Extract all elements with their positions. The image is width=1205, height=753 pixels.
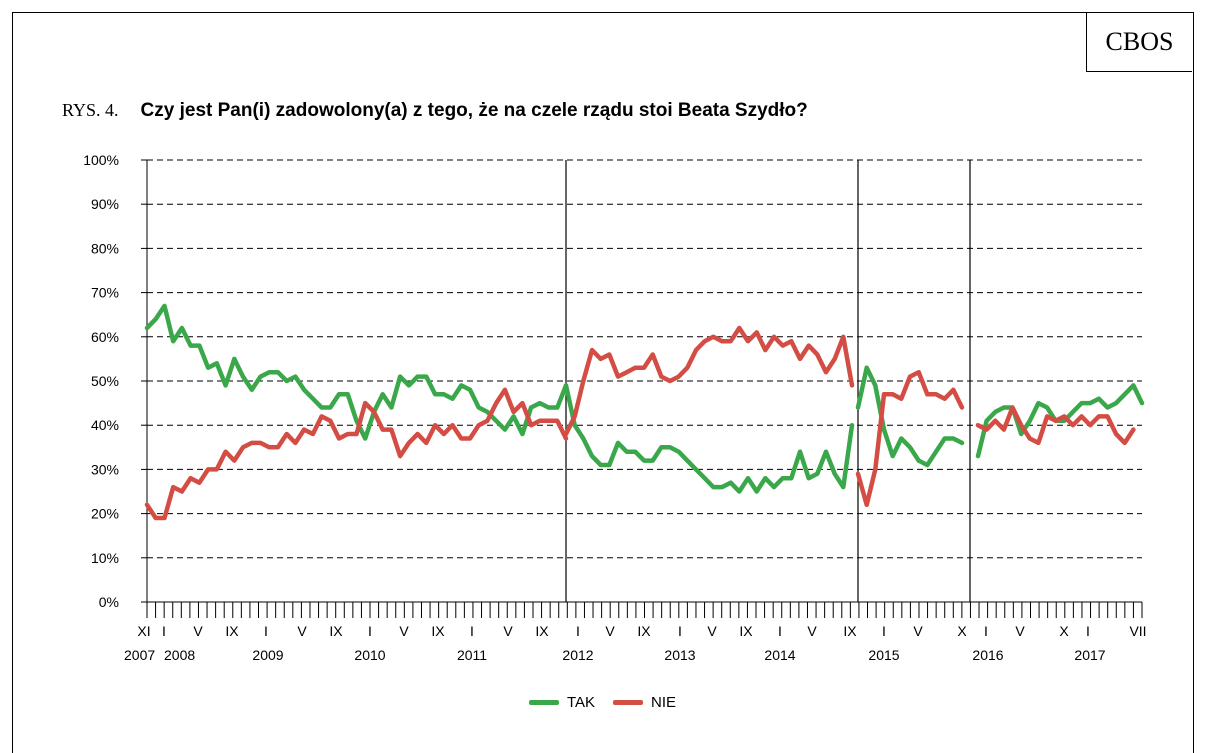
- year-label: 2010: [354, 647, 385, 663]
- y-tick-label: 80%: [91, 240, 119, 256]
- x-tick-label: IX: [431, 623, 445, 639]
- legend-item-nie: NIE: [613, 694, 676, 711]
- y-tick-label: 70%: [91, 285, 119, 301]
- y-tick-label: 100%: [83, 152, 119, 168]
- x-tick-label: XI: [137, 623, 150, 639]
- series-line-tak: [563, 383, 855, 494]
- x-tick-label: VII: [1129, 623, 1146, 639]
- x-tick-label: I: [264, 623, 268, 639]
- y-tick-label: 90%: [91, 196, 119, 212]
- x-tick-label: I: [368, 623, 372, 639]
- year-label: 2008: [164, 647, 195, 663]
- x-tick-label: V: [1015, 623, 1025, 639]
- series-line-tak: [855, 365, 965, 468]
- year-label: 2012: [562, 647, 593, 663]
- year-label: 2007: [124, 647, 155, 663]
- year-label: 2014: [764, 647, 795, 663]
- year-label: 2011: [457, 647, 487, 663]
- x-tick-label: I: [882, 623, 886, 639]
- x-tick-label: X: [1059, 623, 1069, 639]
- x-tick-label: I: [678, 623, 682, 639]
- x-tick-label: V: [913, 623, 923, 639]
- figure-frame: [12, 12, 1194, 753]
- x-tick-label: V: [503, 623, 513, 639]
- y-tick-label: 0%: [99, 594, 119, 610]
- y-tick-label: 10%: [91, 550, 119, 566]
- legend: TAK NIE: [0, 694, 1205, 711]
- x-tick-label: V: [605, 623, 615, 639]
- figure-label: RYS. 4.: [62, 100, 119, 120]
- brand-label: CBOS: [1105, 26, 1174, 56]
- year-label: 2009: [252, 647, 283, 663]
- year-label: 2016: [972, 647, 1003, 663]
- x-tick-label: V: [193, 623, 203, 639]
- series-line-tak: [144, 303, 569, 441]
- x-tick-label: IX: [843, 623, 857, 639]
- legend-swatch-tak: [528, 700, 559, 705]
- year-label: 2017: [1074, 647, 1105, 663]
- year-label: 2015: [868, 647, 899, 663]
- figure-question: Czy jest Pan(i) zadowolony(a) z tego, że…: [140, 100, 808, 121]
- x-tick-label: I: [470, 623, 474, 639]
- y-tick-label: 60%: [91, 329, 119, 345]
- y-tick-label: 30%: [91, 461, 119, 477]
- y-tick-label: 40%: [91, 417, 119, 433]
- x-tick-label: I: [778, 623, 782, 639]
- series-line-nie: [855, 369, 965, 508]
- x-tick-label: IX: [739, 623, 753, 639]
- series-line-nie: [563, 325, 855, 437]
- x-tick-label: IX: [225, 623, 239, 639]
- year-label: 2013: [664, 647, 695, 663]
- x-tick-label: I: [576, 623, 580, 639]
- series-line-nie: [975, 405, 1136, 446]
- x-tick-label: IX: [535, 623, 549, 639]
- x-tick-label: I: [1086, 623, 1090, 639]
- x-tick-label: X: [957, 623, 967, 639]
- x-tick-label: V: [297, 623, 307, 639]
- y-tick-label: 50%: [91, 373, 119, 389]
- x-tick-label: V: [399, 623, 409, 639]
- y-tick-label: 20%: [91, 506, 119, 522]
- figure-heading: RYS. 4. Czy jest Pan(i) zadowolony(a) z t…: [62, 100, 808, 122]
- cbos-logo-box: CBOS: [1086, 12, 1192, 72]
- legend-item-tak: TAK: [528, 694, 596, 711]
- legend-label-tak: TAK: [566, 694, 596, 711]
- legend-swatch-nie: [613, 700, 644, 705]
- x-tick-label: I: [162, 623, 166, 639]
- x-tick-label: IX: [329, 623, 343, 639]
- series-line-nie: [144, 387, 569, 521]
- x-tick-label: V: [707, 623, 717, 639]
- x-tick-label: IX: [637, 623, 651, 639]
- x-tick-label: V: [807, 623, 817, 639]
- x-tick-label: I: [984, 623, 988, 639]
- line-chart: 0%10%20%30%40%50%60%70%80%90%100%XI I V IX I…: [83, 152, 1146, 663]
- legend-label-nie: NIE: [651, 694, 677, 711]
